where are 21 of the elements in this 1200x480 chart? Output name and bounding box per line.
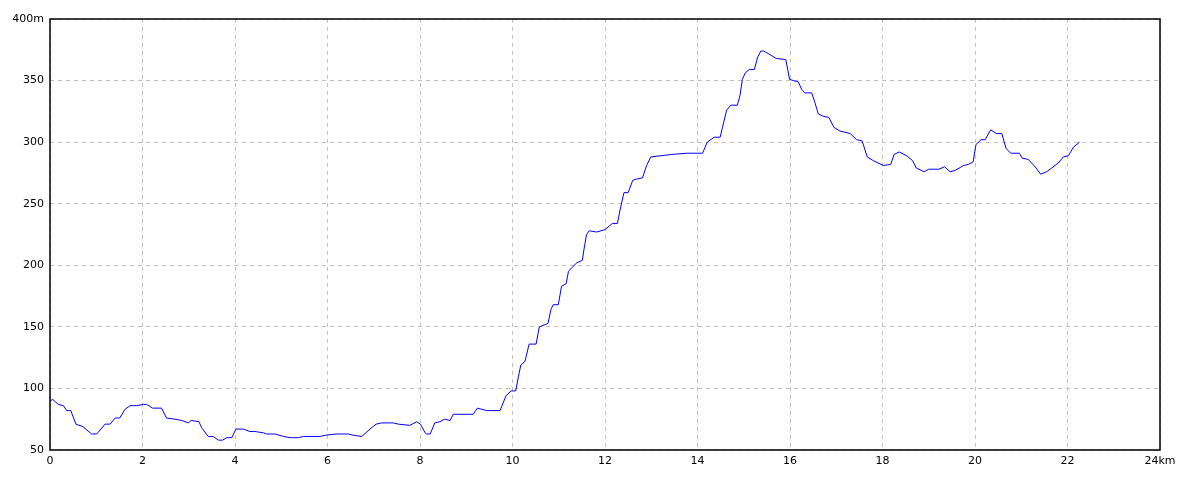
x-tick-label: 2: [139, 454, 146, 468]
x-tick-label: 4: [231, 454, 239, 468]
y-tick-label: 100: [23, 381, 44, 395]
x-tick-label: 6: [324, 454, 331, 468]
x-tick-label: 18: [875, 454, 890, 468]
x-tick-label: 12: [598, 454, 612, 468]
x-tick-label: 8: [416, 454, 424, 468]
y-tick-label: 400m: [12, 11, 44, 25]
x-tick-label: 24km: [1144, 454, 1176, 468]
y-tick-label: 150: [23, 319, 44, 333]
x-tick-label: 20: [968, 454, 982, 468]
y-tick-label: 250: [23, 196, 44, 210]
y-tick-label: 50: [30, 442, 44, 456]
y-tick-label: 200: [23, 258, 44, 272]
x-tick-label: 16: [783, 454, 797, 468]
x-tick-label: 22: [1060, 454, 1075, 468]
x-tick-label: 14: [690, 454, 705, 468]
x-tick-label: 10: [505, 454, 520, 468]
x-tick-label: 0: [46, 454, 54, 468]
y-tick-label: 350: [23, 73, 44, 87]
y-tick-label: 300: [23, 135, 44, 148]
